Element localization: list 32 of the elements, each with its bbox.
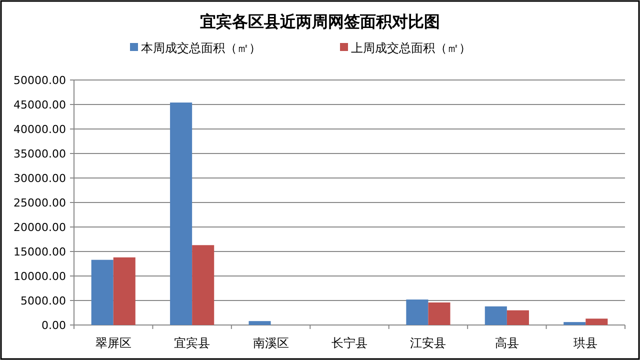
- x-tick-label: 宜宾县: [174, 336, 210, 350]
- y-tick-label: 25000.00: [14, 196, 66, 210]
- bar: [484, 306, 507, 325]
- legend-label: 本周成交总面积（㎡）: [141, 41, 261, 55]
- y-tick-label: 0.00: [42, 319, 66, 332]
- bar: [113, 257, 136, 325]
- y-tick-label: 5000.00: [20, 294, 66, 308]
- bar: [506, 310, 529, 325]
- bar: [564, 322, 586, 325]
- bar: [428, 302, 450, 325]
- y-tick-label: 40000.00: [14, 123, 66, 136]
- y-tick-label: 35000.00: [14, 148, 66, 160]
- x-tick-label: 江安县: [410, 336, 446, 350]
- bar: [91, 260, 114, 325]
- x-tick-label: 翠屏区: [95, 336, 132, 350]
- bar: [192, 245, 214, 325]
- x-tick-label: 长宁县: [332, 336, 368, 350]
- y-tick-label: 30000.00: [14, 172, 66, 185]
- x-tick-label: 南溪区: [252, 336, 289, 350]
- y-tick-label: 20000.00: [14, 221, 66, 234]
- y-tick-label: 10000.00: [14, 270, 66, 283]
- bar: [586, 318, 608, 325]
- bar: [406, 300, 428, 325]
- chart-title: 宜宾各区县近两周网签面积对比图: [200, 12, 440, 31]
- y-tick-label: 50000.00: [14, 74, 66, 87]
- x-tick-label: 珙县: [574, 336, 598, 350]
- bar: [170, 102, 192, 325]
- legend-label: 上周成交总面积（㎡）: [351, 41, 471, 55]
- y-tick-label: 15000.00: [14, 246, 66, 258]
- x-tick-label: 高县: [494, 336, 519, 350]
- y-tick-label: 45000.00: [14, 98, 66, 112]
- bar: [248, 321, 271, 325]
